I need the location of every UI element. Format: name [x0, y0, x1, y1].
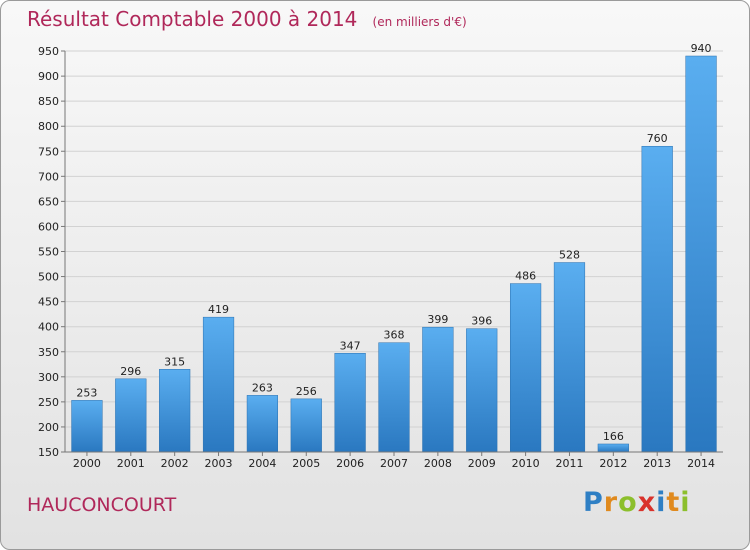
y-tick-label: 500 — [38, 271, 59, 284]
x-tick-label: 2010 — [512, 457, 540, 470]
x-tick-label: 2013 — [643, 457, 671, 470]
data-label: 263 — [252, 381, 273, 394]
logo-letter: i — [656, 487, 667, 518]
bar — [466, 328, 498, 453]
bar — [553, 262, 586, 453]
logo-letter: x — [637, 487, 657, 518]
x-tick-label: 2014 — [687, 457, 715, 470]
y-tick-label: 400 — [38, 321, 59, 334]
data-label: 347 — [340, 339, 361, 352]
x-tick-label: 2011 — [555, 457, 583, 470]
bar — [685, 55, 717, 453]
bar — [597, 443, 629, 453]
y-tick-label: 900 — [38, 70, 59, 83]
x-tick-label: 2005 — [292, 457, 320, 470]
bar — [246, 395, 279, 453]
data-label: 296 — [120, 365, 141, 378]
bar — [509, 283, 542, 453]
logo-letter: i — [680, 487, 691, 518]
x-tick-label: 2000 — [73, 457, 101, 470]
y-tick-label: 300 — [38, 371, 59, 384]
data-label: 399 — [427, 313, 448, 326]
data-label: 940 — [691, 42, 712, 55]
x-tick-label: 2012 — [599, 457, 627, 470]
data-label: 256 — [296, 385, 317, 398]
bar — [334, 353, 366, 453]
y-tick-label: 200 — [38, 421, 59, 434]
x-tick-label: 2003 — [205, 457, 233, 470]
bar — [159, 369, 191, 453]
title-row: Résultat Comptable 2000 à 2014 (en milli… — [27, 7, 467, 31]
y-axis: 150 200 250 300 350 400 450 500 550 600 650 700 750 8… — [38, 45, 66, 459]
data-label: 368 — [384, 329, 405, 342]
data-label: 315 — [164, 355, 185, 368]
chart-subtitle: (en milliers d'€) — [372, 15, 467, 29]
x-tick-label: 2007 — [380, 457, 408, 470]
bar — [71, 400, 103, 453]
logo-letter: t — [666, 487, 681, 518]
y-tick-label: 700 — [38, 170, 59, 183]
y-tick-label: 750 — [38, 145, 59, 158]
x-tick-label: 2004 — [248, 457, 276, 470]
y-tick-label: 250 — [38, 396, 59, 409]
logo-letter: o — [618, 487, 638, 518]
proxiti-logo: Proxiti — [583, 487, 691, 518]
y-tick-label: 450 — [38, 296, 59, 309]
x-tick-label: 2001 — [117, 457, 145, 470]
chart-title: Résultat Comptable 2000 à 2014 — [27, 7, 358, 31]
data-label: 760 — [647, 132, 668, 145]
y-tick-label: 350 — [38, 346, 59, 359]
y-tick-label: 800 — [38, 120, 59, 133]
logo-letter: P — [583, 487, 604, 518]
x-tick-label: 2008 — [424, 457, 452, 470]
data-label: 528 — [559, 249, 580, 262]
data-label: 419 — [208, 303, 229, 316]
bar — [378, 342, 410, 453]
x-tick-label: 2006 — [336, 457, 364, 470]
y-tick-label: 650 — [38, 195, 59, 208]
bar — [290, 398, 322, 453]
commune-name: HAUCONCOURT — [27, 494, 177, 516]
y-tick-label: 150 — [38, 446, 59, 459]
bar — [422, 326, 454, 453]
bar — [641, 145, 673, 453]
logo-letter: r — [603, 487, 619, 518]
x-tick-label: 2009 — [468, 457, 496, 470]
data-label: 166 — [603, 430, 624, 443]
x-tick-label: 2002 — [161, 457, 189, 470]
y-tick-label: 550 — [38, 246, 59, 259]
bar — [202, 316, 235, 453]
data-label: 486 — [515, 270, 536, 283]
bar — [115, 378, 147, 453]
y-tick-label: 850 — [38, 95, 59, 108]
x-axis: 2000 2001 2002 2003 2004 2005 2006 2007 2008 2009… — [65, 451, 723, 470]
bars: 253 296 315 419 263 256 347 368 399 396 486 528 166 7… — [71, 42, 717, 453]
y-tick-label: 950 — [38, 45, 59, 58]
y-tick-label: 600 — [38, 220, 59, 233]
data-label: 396 — [471, 315, 492, 328]
data-label: 253 — [76, 386, 97, 399]
